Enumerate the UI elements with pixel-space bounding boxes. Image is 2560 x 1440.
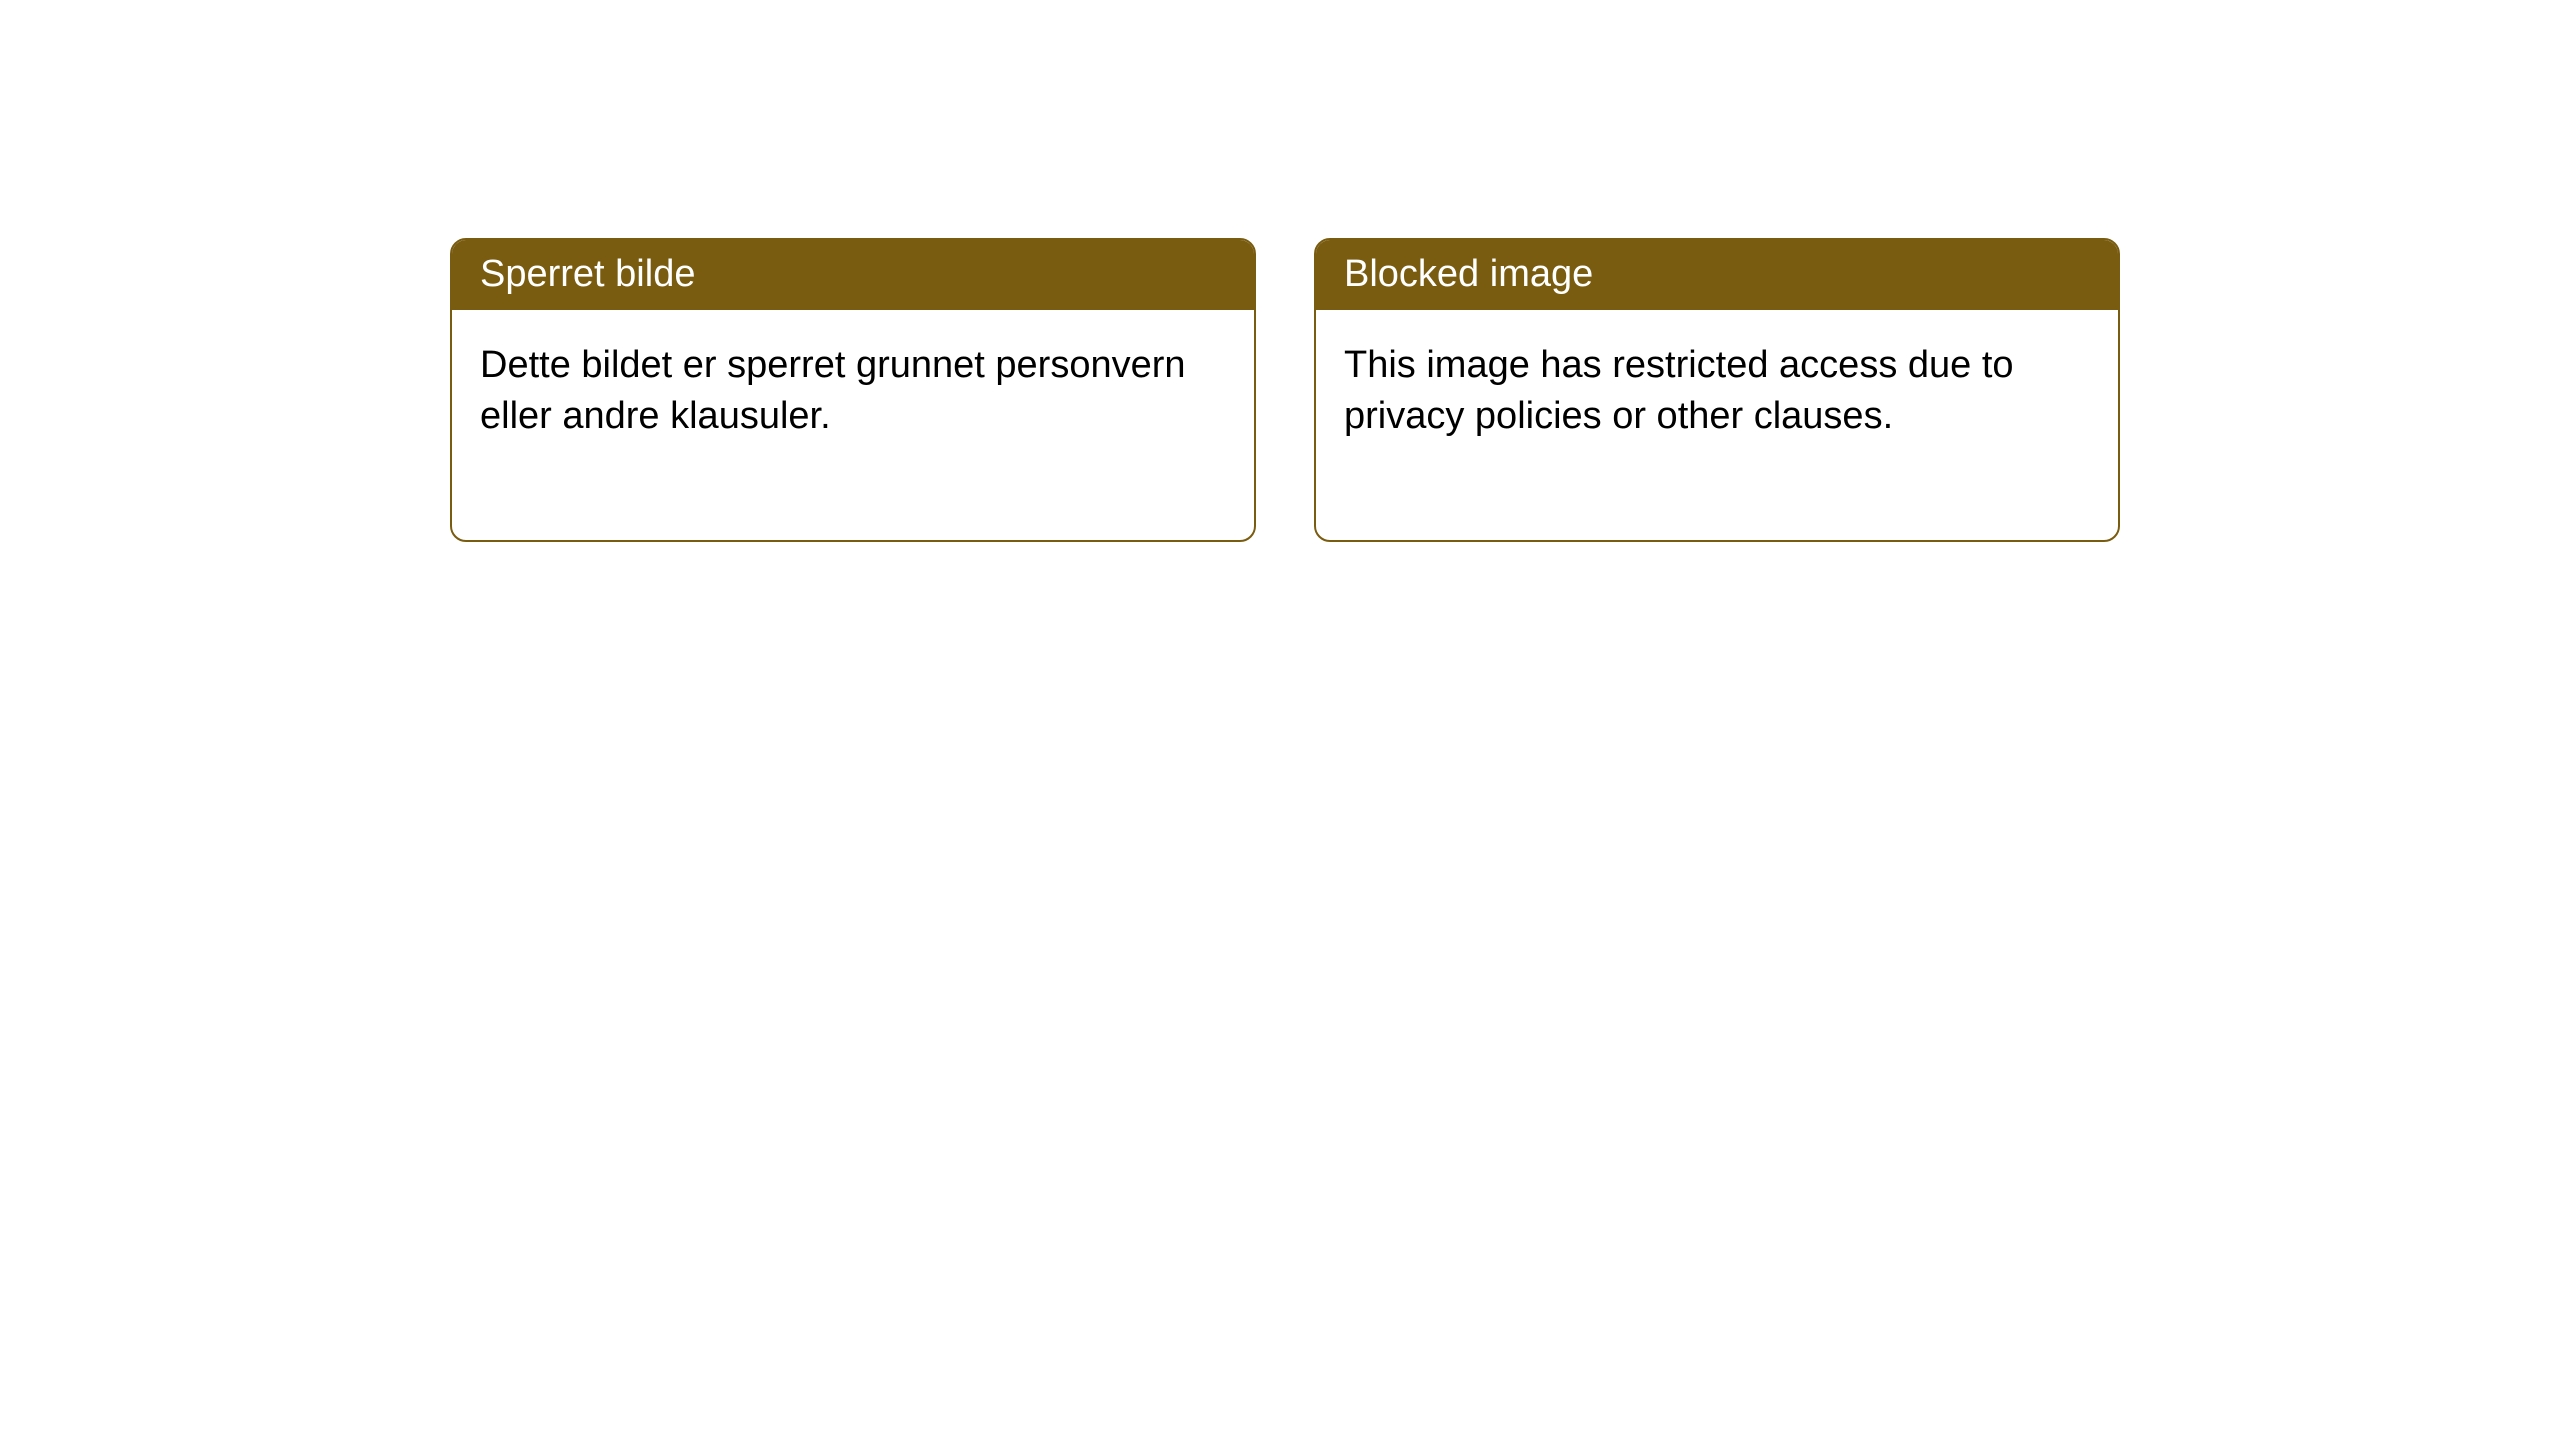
card-header: Blocked image [1316,240,2118,310]
card-body-text: This image has restricted access due to … [1344,344,2014,437]
notice-card-norwegian: Sperret bilde Dette bildet er sperret gr… [450,238,1256,542]
card-body: This image has restricted access due to … [1316,310,2118,540]
card-header: Sperret bilde [452,240,1254,310]
card-body-text: Dette bildet er sperret grunnet personve… [480,344,1186,437]
notice-card-english: Blocked image This image has restricted … [1314,238,2120,542]
card-title: Sperret bilde [480,253,695,295]
card-body: Dette bildet er sperret grunnet personve… [452,310,1254,540]
notice-container: Sperret bilde Dette bildet er sperret gr… [450,238,2120,542]
card-title: Blocked image [1344,253,1593,295]
